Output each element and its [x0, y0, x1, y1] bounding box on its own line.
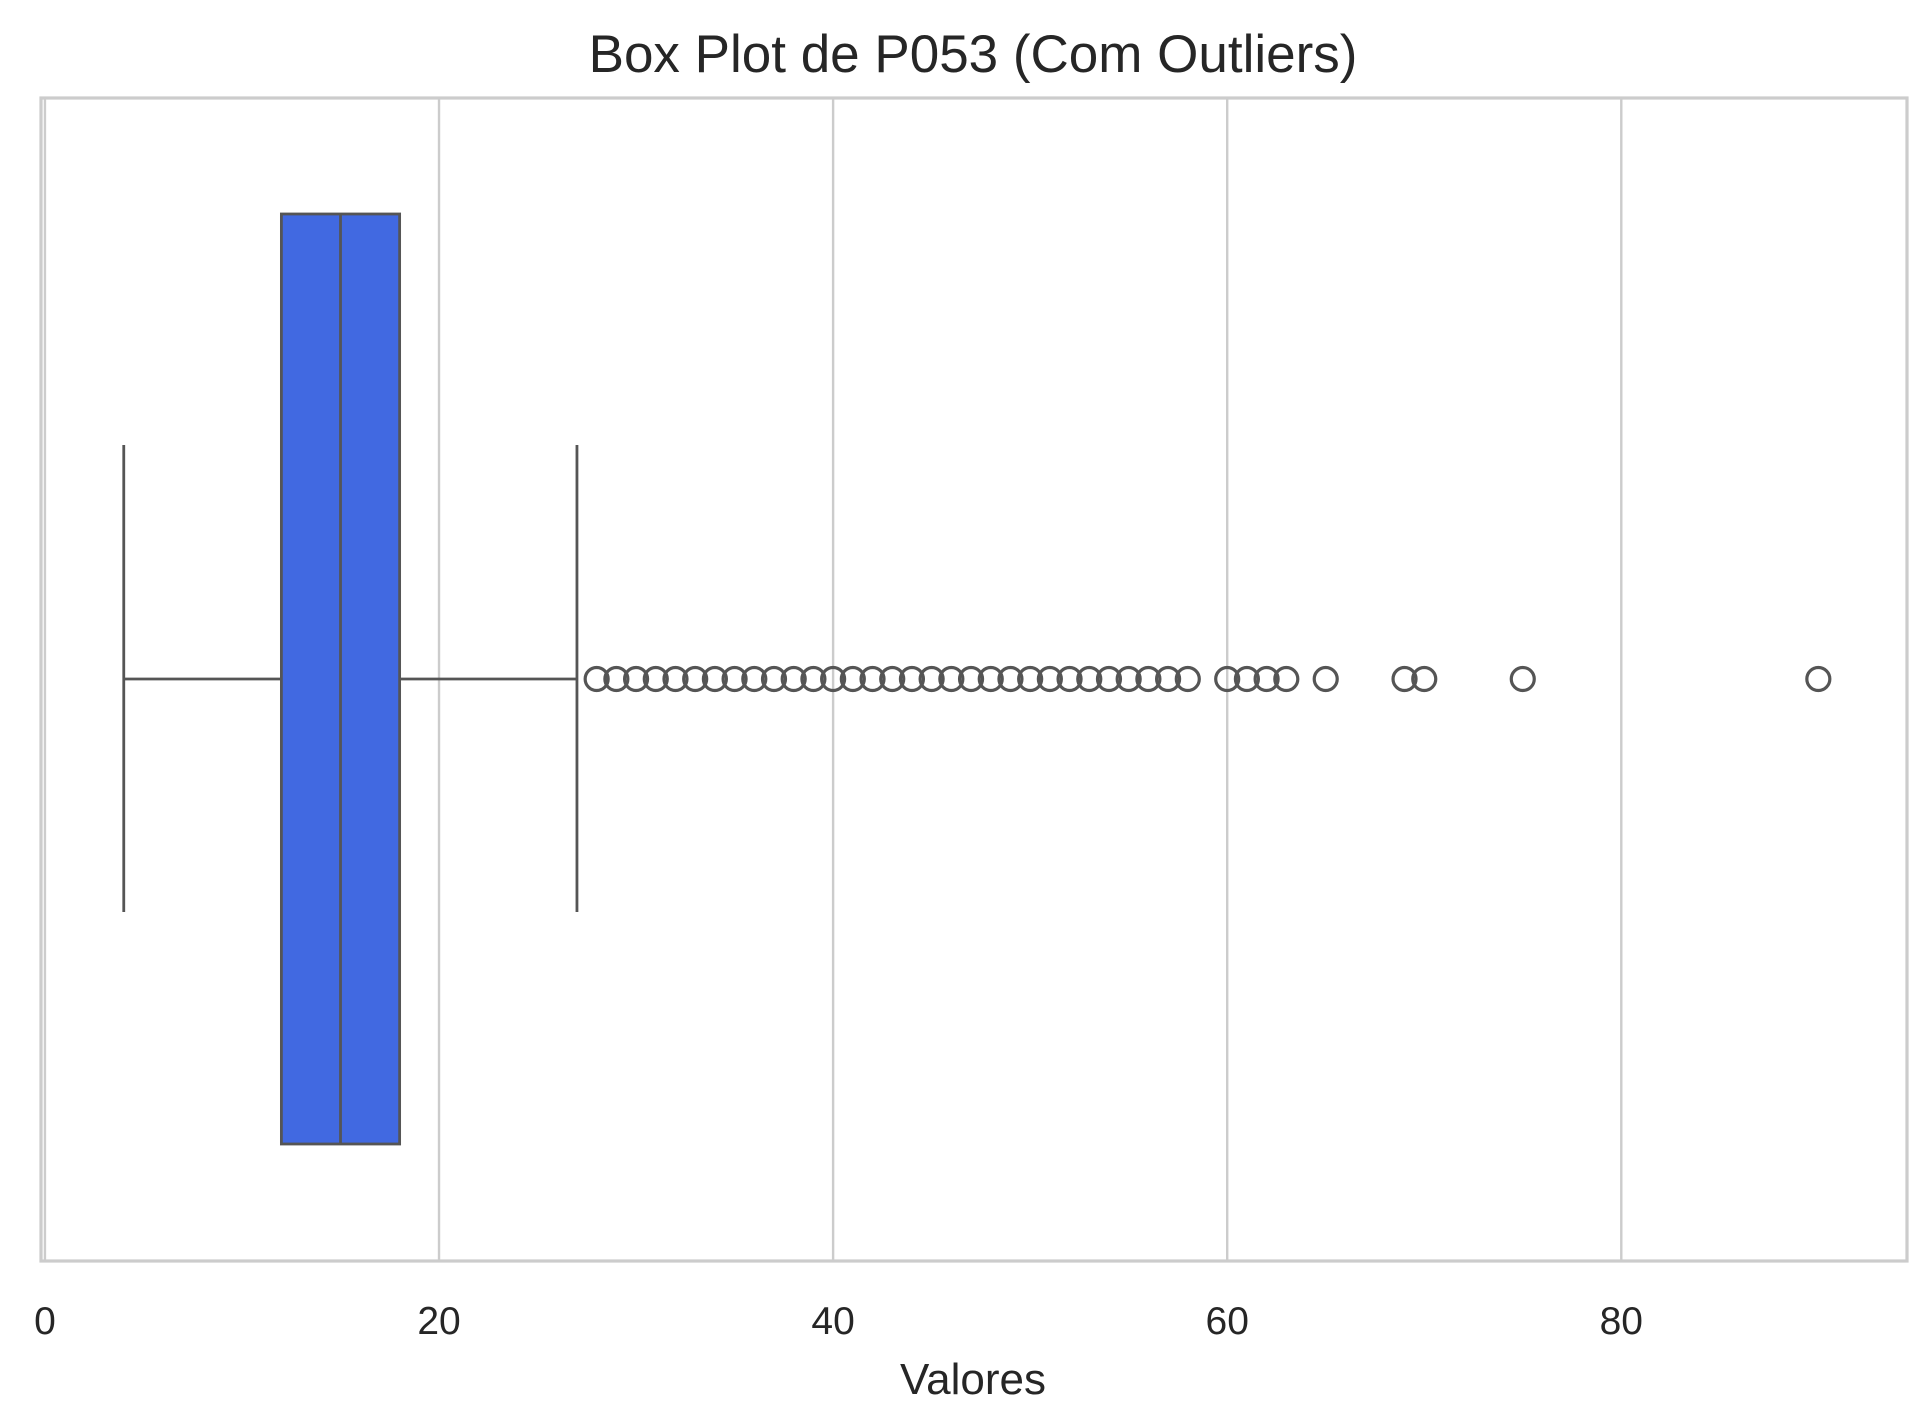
x-tick-label: 40: [811, 1300, 854, 1343]
x-axis-label: Valores: [900, 1355, 1046, 1404]
outlier-point: [1314, 668, 1337, 691]
outlier-point: [1511, 668, 1534, 691]
outlier-points: [585, 668, 1830, 691]
x-tick-label: 0: [34, 1300, 56, 1343]
box-plot: [124, 214, 577, 1144]
x-tick-label: 80: [1600, 1300, 1643, 1343]
chart-title: Box Plot de P053 (Com Outliers): [589, 25, 1358, 84]
x-tick-label: 20: [417, 1300, 460, 1343]
x-tick-label: 60: [1206, 1300, 1249, 1343]
x-axis-ticks: 0 20 40 60 80: [34, 1300, 1643, 1343]
outlier-point: [1807, 668, 1830, 691]
